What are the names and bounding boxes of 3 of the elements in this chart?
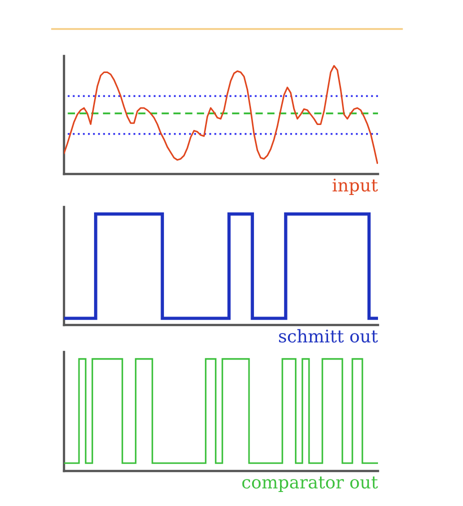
x-axis-title: comparator out (242, 476, 378, 492)
x-axis-title: schmitt out (279, 329, 378, 343)
x-axis-title: input (332, 178, 378, 195)
